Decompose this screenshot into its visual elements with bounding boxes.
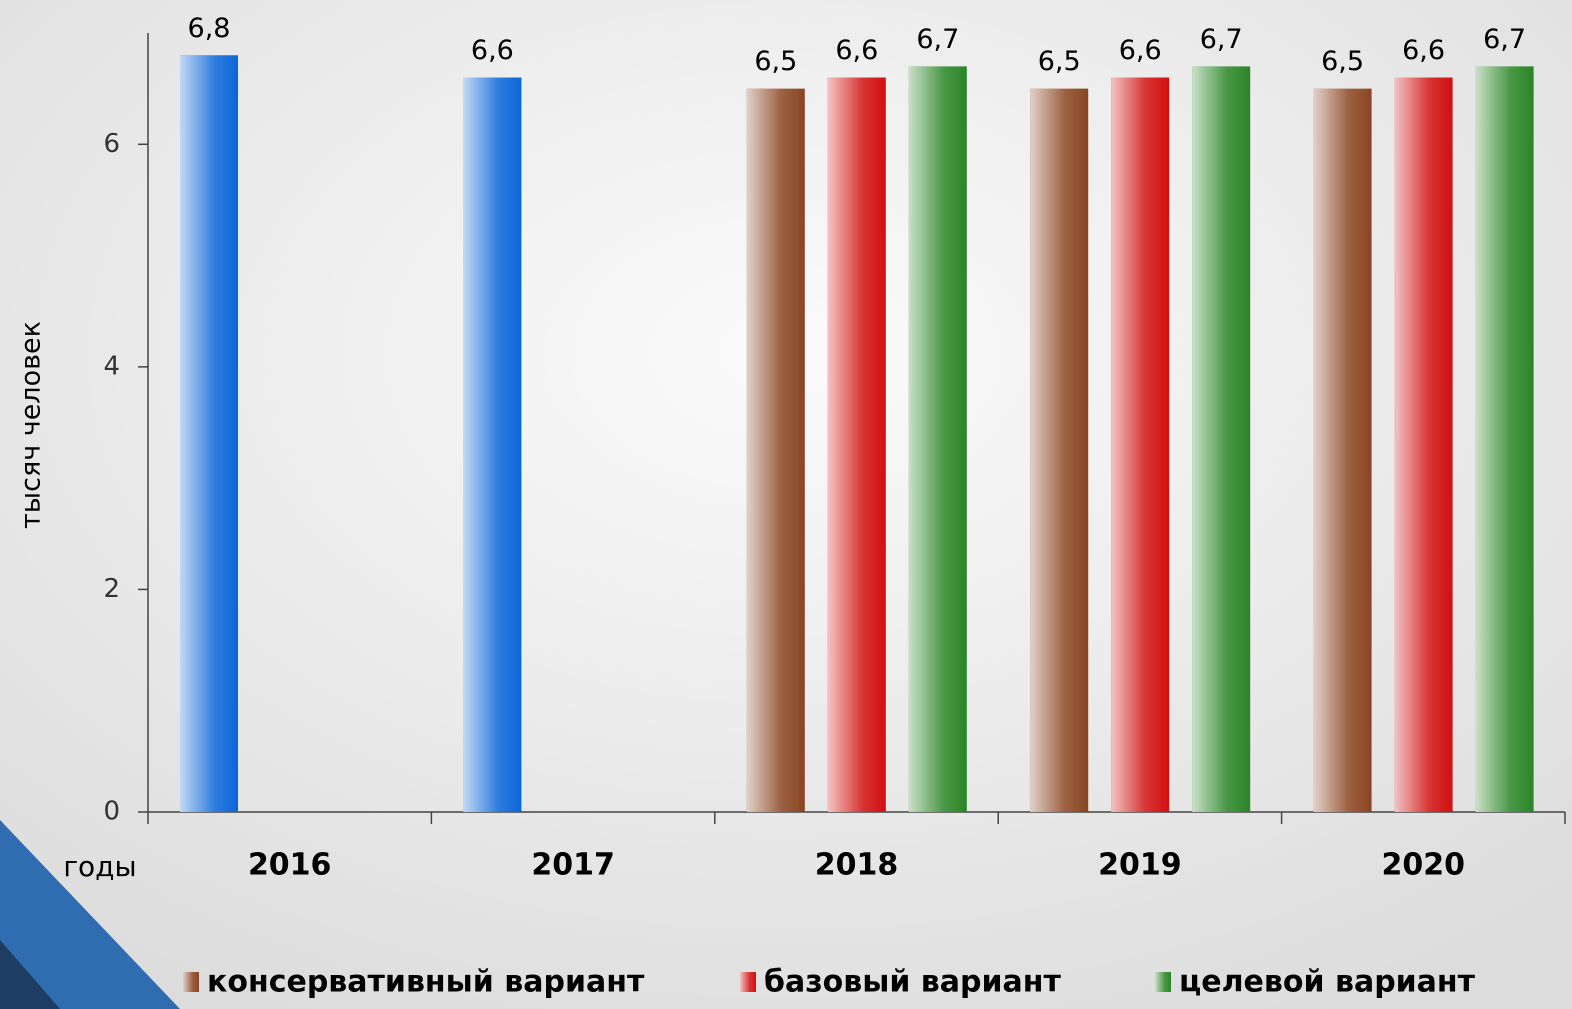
y-tick-label: 6 — [103, 129, 120, 159]
value-label: 6,6 — [835, 35, 878, 66]
bar-shine — [908, 66, 967, 812]
decoration — [0, 940, 60, 1009]
legend-label: целевой вариант — [1179, 965, 1476, 1000]
bar-shine — [746, 88, 805, 812]
x-tick-label: 2017 — [531, 848, 615, 883]
bar-shine — [1313, 88, 1372, 812]
x-tick-label: 2016 — [248, 848, 332, 883]
y-axis-label: тысяч человек — [16, 321, 47, 529]
value-label: 6,7 — [1483, 24, 1526, 55]
value-label: 6,5 — [1038, 46, 1081, 77]
legend-swatch-shine — [740, 972, 756, 992]
value-label: 6,7 — [916, 24, 959, 55]
x-tick-label: 2020 — [1382, 848, 1466, 883]
bar-shine — [1192, 66, 1251, 812]
bar-shine — [827, 77, 886, 812]
y-tick-label: 0 — [103, 797, 120, 827]
x-tick-label: 2018 — [815, 848, 899, 883]
value-label: 6,7 — [1200, 24, 1243, 55]
bar-shine — [1475, 66, 1534, 812]
value-label: 6,5 — [1321, 46, 1364, 77]
legend-swatch-shine — [1155, 972, 1171, 992]
value-label: 6,6 — [1119, 35, 1162, 66]
bar-shine — [463, 77, 522, 812]
bar-shine — [180, 55, 238, 812]
bar-shine — [1111, 77, 1170, 812]
decoration — [0, 820, 180, 1009]
legend-label: консервативный вариант — [207, 965, 645, 1000]
y-tick-label: 2 — [103, 574, 120, 604]
bar-shine — [1394, 77, 1453, 812]
bar-shine — [1030, 88, 1089, 812]
legend-label: базовый вариант — [764, 965, 1062, 1000]
legend-swatch-shine — [183, 972, 199, 992]
value-label: 6,5 — [754, 46, 797, 77]
value-label: 6,6 — [1402, 35, 1445, 66]
y-tick-label: 4 — [103, 351, 120, 381]
x-axis-label: годы — [63, 850, 136, 883]
value-label: 6,6 — [471, 35, 514, 66]
x-tick-label: 2019 — [1098, 848, 1182, 883]
value-label: 6,8 — [188, 13, 231, 44]
